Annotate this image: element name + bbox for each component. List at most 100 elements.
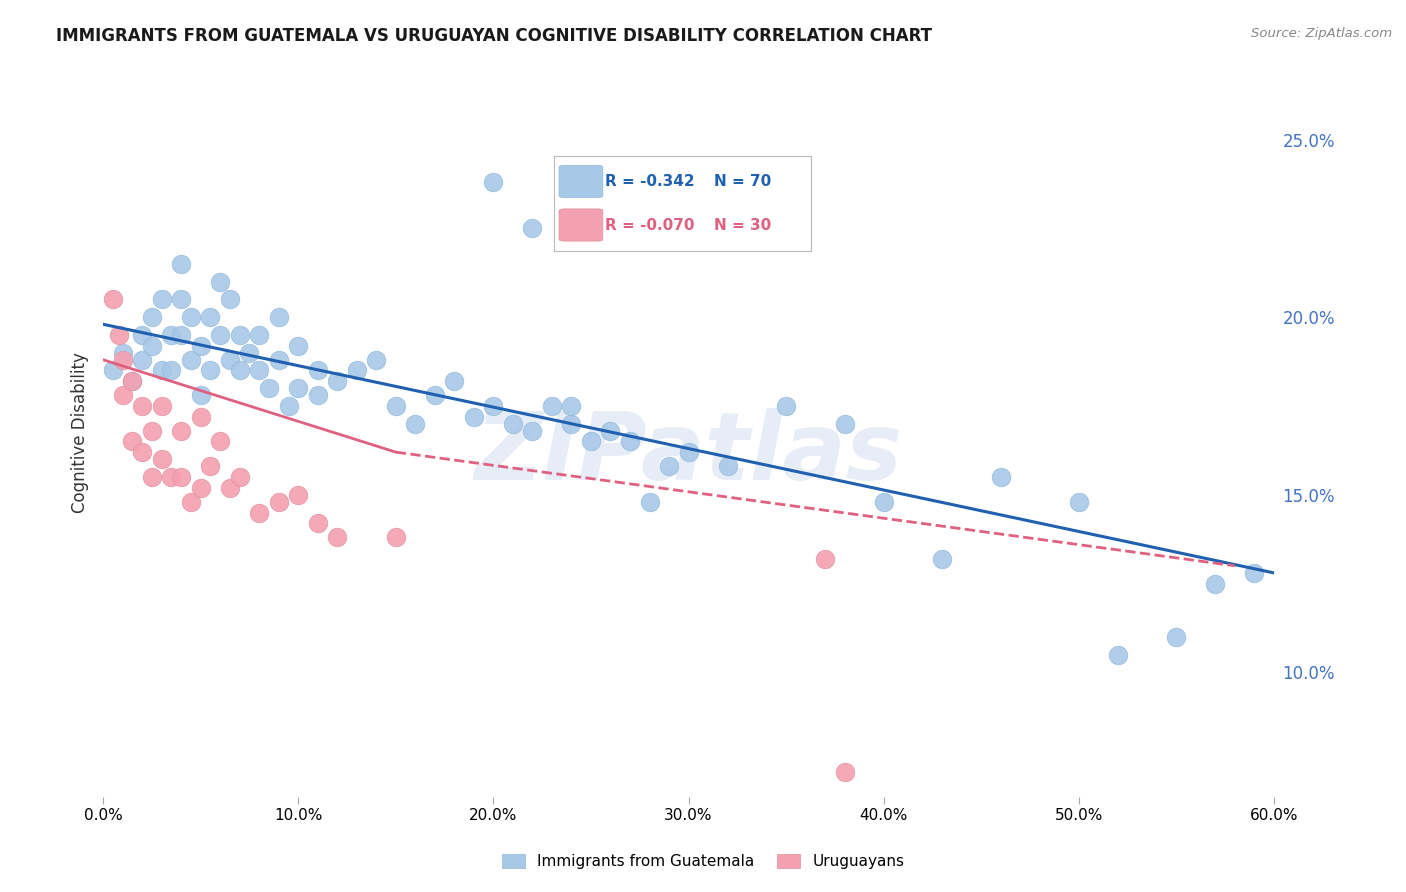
Point xyxy=(180,310,202,325)
Point xyxy=(366,352,388,367)
Point xyxy=(150,293,173,307)
Point xyxy=(678,445,700,459)
Point xyxy=(326,530,349,544)
Point xyxy=(170,470,193,484)
Point xyxy=(1067,495,1090,509)
Point xyxy=(716,459,738,474)
Point xyxy=(200,459,222,474)
Point xyxy=(170,327,193,342)
Point xyxy=(307,516,329,531)
Point xyxy=(141,338,163,352)
Point xyxy=(121,434,143,449)
Point xyxy=(101,293,124,307)
Point xyxy=(131,327,153,342)
Point xyxy=(990,470,1012,484)
Point xyxy=(209,434,232,449)
Point xyxy=(287,381,309,395)
Point xyxy=(160,363,183,377)
Point xyxy=(267,495,290,509)
Point xyxy=(209,327,232,342)
Point xyxy=(228,363,250,377)
Point xyxy=(170,257,193,271)
Point xyxy=(180,495,202,509)
Point xyxy=(267,352,290,367)
Point xyxy=(107,327,129,342)
Point xyxy=(121,374,143,388)
Point xyxy=(141,424,163,438)
Point xyxy=(872,495,894,509)
Point xyxy=(482,399,505,413)
Point xyxy=(385,399,408,413)
Point xyxy=(287,488,309,502)
Point xyxy=(190,388,212,402)
Point xyxy=(463,409,485,424)
Point xyxy=(502,417,524,431)
Point xyxy=(404,417,426,431)
Point xyxy=(190,481,212,495)
Point xyxy=(209,275,232,289)
Point xyxy=(1107,648,1129,662)
Point xyxy=(141,310,163,325)
Point xyxy=(131,399,153,413)
Point xyxy=(238,345,260,359)
Point xyxy=(346,363,368,377)
Point xyxy=(579,434,602,449)
Text: ZIPatlas: ZIPatlas xyxy=(474,409,903,500)
Point xyxy=(228,470,250,484)
Point xyxy=(560,399,582,413)
Point xyxy=(385,530,408,544)
Point xyxy=(277,399,299,413)
Point xyxy=(150,363,173,377)
Point xyxy=(307,363,329,377)
Point xyxy=(170,293,193,307)
Point xyxy=(522,424,544,438)
Point xyxy=(150,452,173,467)
Point xyxy=(247,363,270,377)
Point xyxy=(287,338,309,352)
Point xyxy=(190,409,212,424)
Point xyxy=(619,434,641,449)
Point xyxy=(150,399,173,413)
Point xyxy=(267,310,290,325)
Point xyxy=(200,363,222,377)
Point xyxy=(423,388,446,402)
Point xyxy=(775,399,797,413)
Point xyxy=(482,175,505,189)
Point xyxy=(180,352,202,367)
Point xyxy=(190,338,212,352)
Point xyxy=(228,327,250,342)
Point xyxy=(599,424,621,438)
Point xyxy=(638,495,661,509)
Point xyxy=(121,374,143,388)
Point xyxy=(541,399,564,413)
Point xyxy=(1204,576,1226,591)
Point xyxy=(247,506,270,520)
Point xyxy=(111,345,134,359)
Point xyxy=(1243,566,1265,580)
Point xyxy=(131,352,153,367)
Point xyxy=(101,363,124,377)
Point xyxy=(131,445,153,459)
Point xyxy=(160,470,183,484)
Text: IMMIGRANTS FROM GUATEMALA VS URUGUAYAN COGNITIVE DISABILITY CORRELATION CHART: IMMIGRANTS FROM GUATEMALA VS URUGUAYAN C… xyxy=(56,27,932,45)
Text: Source: ZipAtlas.com: Source: ZipAtlas.com xyxy=(1251,27,1392,40)
Point xyxy=(834,417,856,431)
Point xyxy=(141,470,163,484)
Point xyxy=(111,388,134,402)
Point xyxy=(247,327,270,342)
Point xyxy=(219,481,242,495)
Point xyxy=(200,310,222,325)
Point xyxy=(443,374,465,388)
Point xyxy=(170,424,193,438)
Point xyxy=(834,764,856,779)
Point xyxy=(219,352,242,367)
Point xyxy=(1166,630,1188,644)
Point xyxy=(160,327,183,342)
Y-axis label: Cognitive Disability: Cognitive Disability xyxy=(72,352,89,513)
Legend: Immigrants from Guatemala, Uruguayans: Immigrants from Guatemala, Uruguayans xyxy=(496,848,910,875)
Point xyxy=(931,551,953,566)
Point xyxy=(219,293,242,307)
Point xyxy=(326,374,349,388)
Point xyxy=(658,459,681,474)
Point xyxy=(307,388,329,402)
